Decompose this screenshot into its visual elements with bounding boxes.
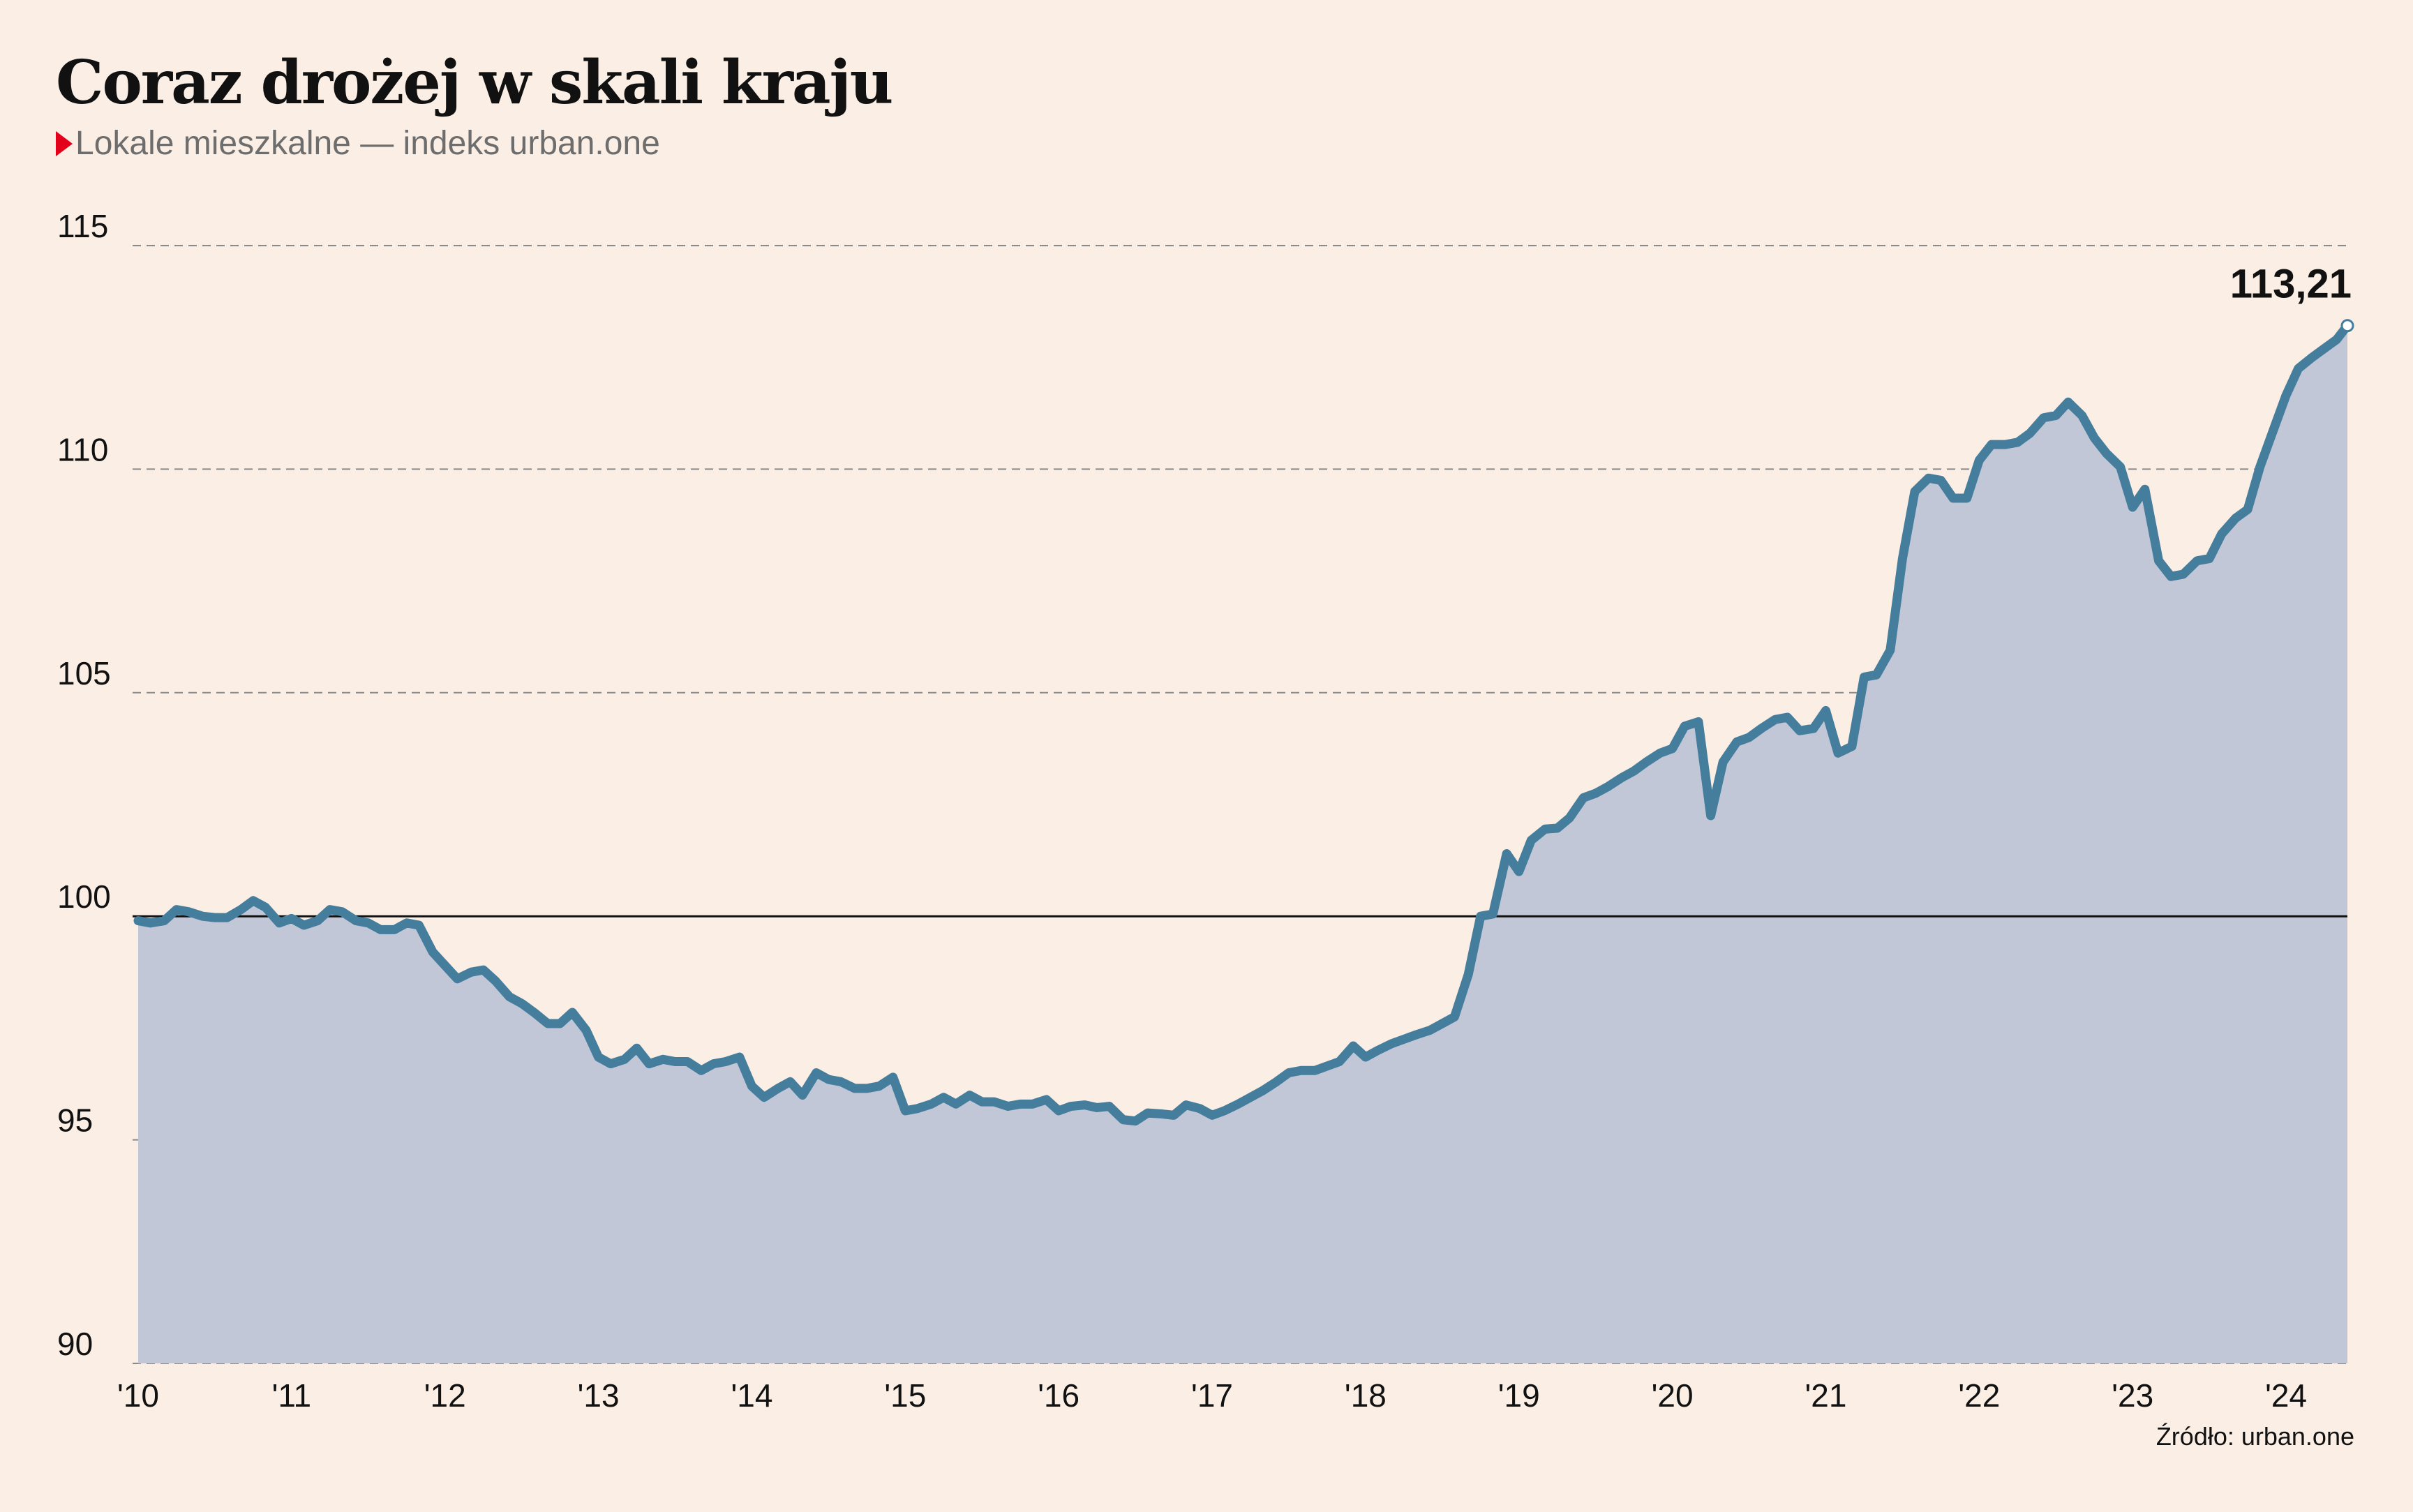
x-tick-label: '12 bbox=[424, 1377, 466, 1414]
chart-subtitle: Lokale mieszkalne — indeks urban.one bbox=[56, 124, 660, 163]
y-tick-label: 100 bbox=[57, 878, 111, 915]
series-area bbox=[138, 325, 2347, 1364]
y-tick-label: 110 bbox=[57, 431, 108, 467]
x-tick-label: '19 bbox=[1498, 1377, 1540, 1414]
source-note: Źródło: urban.one bbox=[2156, 1422, 2354, 1451]
y-tick-label: 90 bbox=[57, 1326, 93, 1362]
red-triangle-marker-icon bbox=[56, 130, 73, 156]
x-tick-labels: '10 '11 '12 '13 '14 '15 '16 '17 '18 '19 '20 '21 '22 '… bbox=[117, 1377, 2307, 1414]
line-layer bbox=[133, 321, 2352, 1126]
y-tick-labels: 115 110 105 100 95 90 bbox=[57, 208, 111, 1362]
chart-title: Coraz drożej w skali kraju bbox=[56, 47, 893, 118]
x-tick-label: '18 bbox=[1345, 1377, 1387, 1414]
x-tick-label: '14 bbox=[731, 1377, 772, 1414]
series-line bbox=[133, 321, 2352, 1126]
x-tick-label: '11 bbox=[272, 1377, 312, 1414]
last-value-label: 113,21 bbox=[2230, 262, 2352, 307]
x-tick-label: '23 bbox=[2112, 1377, 2153, 1414]
area-layer bbox=[138, 325, 2347, 1364]
y-tick-label: 105 bbox=[57, 655, 111, 691]
end-point-layer: 113,21 bbox=[2230, 262, 2354, 333]
x-tick-label: '13 bbox=[578, 1377, 620, 1414]
end-point-marker bbox=[2340, 319, 2354, 333]
y-tick-label: 115 bbox=[57, 208, 108, 244]
x-tick-label: '22 bbox=[1958, 1377, 2000, 1414]
x-tick-label: '20 bbox=[1652, 1377, 1694, 1414]
x-tick-label: '17 bbox=[1191, 1377, 1233, 1414]
subtitle-text: Lokale mieszkalne — indeks urban.one bbox=[75, 125, 660, 162]
x-tick-label: '24 bbox=[2265, 1377, 2307, 1414]
y-tick-label: 95 bbox=[57, 1102, 93, 1139]
x-tick-label: '21 bbox=[1805, 1377, 1846, 1414]
x-tick-label: '10 bbox=[117, 1377, 159, 1414]
x-tick-label: '15 bbox=[884, 1377, 926, 1414]
x-tick-label: '16 bbox=[1038, 1377, 1080, 1414]
